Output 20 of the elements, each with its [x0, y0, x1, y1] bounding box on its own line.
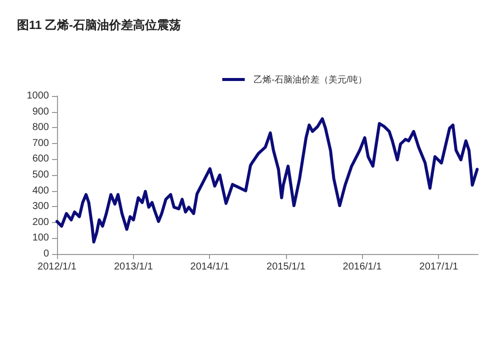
legend-label: 乙烯-石脑油价差（美元/吨） — [254, 74, 367, 84]
y-tick-label: 800 — [32, 122, 50, 134]
x-tick-label: 2012/1/1 — [38, 262, 77, 272]
y-tick-label: 300 — [32, 201, 50, 212]
y-tick-label: 400 — [32, 185, 50, 196]
y-tick-label: 600 — [32, 154, 50, 165]
y-tick-label: 1000 — [26, 90, 50, 102]
x-tick-label: 2017/1/1 — [419, 262, 459, 272]
x-tick-label: 2014/1/1 — [190, 262, 230, 272]
chart-title: 图11 乙烯-石脑油价差高位震荡 — [17, 18, 182, 32]
y-tick-label: 200 — [32, 216, 50, 228]
y-tick-label: 100 — [32, 232, 50, 244]
x-tick-label: 2016/1/1 — [342, 262, 382, 272]
y-tick-label: 900 — [32, 106, 50, 118]
y-tick-label: 0 — [43, 248, 50, 260]
y-tick-label: 700 — [32, 138, 50, 149]
x-tick-label: 2015/1/1 — [266, 262, 306, 272]
x-tick-label: 2013/1/1 — [114, 262, 154, 272]
line-series — [56, 117, 479, 244]
y-tick-label: 500 — [32, 170, 50, 180]
